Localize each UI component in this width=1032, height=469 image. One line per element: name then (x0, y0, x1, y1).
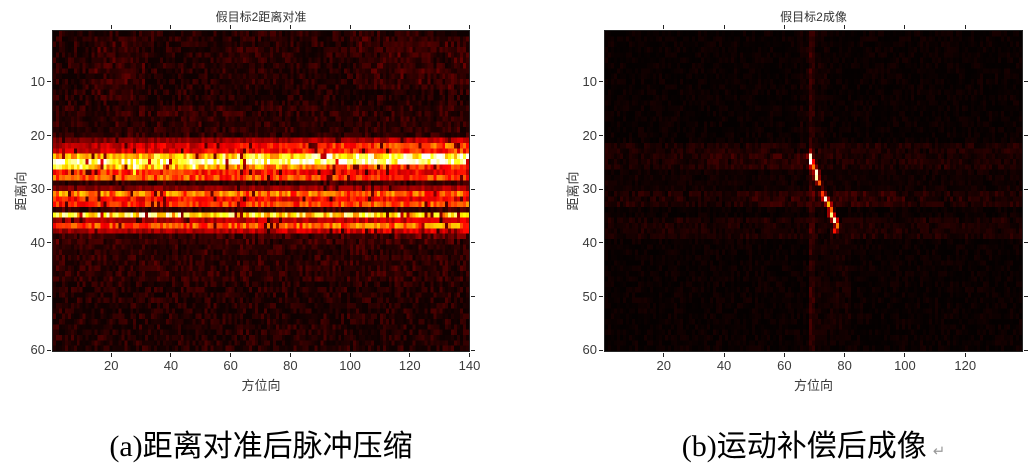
y-tick-mark (47, 242, 51, 244)
x-tick-mark (469, 353, 470, 357)
y-tick-mark (1024, 242, 1028, 244)
y-tick-mark (599, 296, 603, 298)
y-tick-mark (471, 242, 475, 244)
y-tick-mark (599, 349, 603, 351)
x-tick-label: 40 (716, 358, 732, 373)
y-tick-label: 10 (30, 73, 45, 89)
x-tick-mark (723, 25, 725, 29)
x-tick-mark (349, 25, 351, 29)
x-tick-mark (904, 353, 906, 357)
x-tick-label: 20 (656, 358, 671, 373)
x-tick-label: 40 (163, 358, 179, 373)
caption-a: (a)距离对准后脉冲压缩 (109, 430, 413, 463)
plot-b-xlabel: 方位向 (793, 378, 833, 393)
subplot-b: 假目标2成像 距离向 方位向 20 40 60 80 100 120 10 20 30 40 50 6… (566, 10, 1028, 393)
x-tick-mark (110, 353, 112, 357)
y-tick-label: 60 (582, 342, 597, 358)
y-tick-label: 60 (30, 342, 45, 358)
heatmap-b-image (605, 31, 1022, 351)
x-tick-mark (964, 25, 966, 29)
subplot-a: 假目标2距离对准 距离向 方位向 20 40 60 80 100 120 140 10 20 30… (14, 10, 481, 393)
y-tick-mark (47, 188, 51, 190)
y-tick-mark (47, 349, 51, 351)
y-tick-mark (599, 188, 603, 190)
y-tick-mark (599, 135, 603, 137)
x-tick-mark (469, 25, 470, 29)
y-tick-mark (1024, 81, 1028, 83)
x-tick-label: 80 (283, 358, 298, 373)
y-tick-label: 20 (30, 127, 45, 143)
y-tick-mark (1024, 135, 1028, 137)
heatmap-a-image (53, 31, 469, 351)
x-tick-label: 60 (777, 358, 792, 373)
caption-b: (b)运动补偿后成像 ↵ (604, 421, 1023, 465)
plot-b-title: 假目标2成像 (780, 10, 847, 24)
y-tick-label: 30 (30, 181, 45, 197)
y-tick-mark (471, 188, 475, 190)
x-tick-mark (783, 353, 785, 357)
y-tick-label: 20 (582, 127, 597, 143)
y-tick-label: 50 (582, 288, 597, 304)
x-tick-mark (783, 25, 785, 29)
y-tick-label: 10 (582, 73, 597, 89)
x-tick-mark (409, 353, 411, 357)
x-tick-mark (110, 25, 112, 29)
x-tick-mark (289, 353, 291, 357)
caption-b-text: (b)运动补偿后成像 (681, 430, 927, 463)
x-tick-mark (904, 25, 906, 29)
y-tick-mark (471, 135, 475, 137)
x-tick-mark (844, 25, 846, 29)
x-tick-mark (170, 25, 172, 29)
y-tick-label: 50 (30, 288, 45, 304)
x-tick-label: 80 (837, 358, 852, 373)
x-tick-mark (289, 25, 291, 29)
y-tick-mark (47, 135, 51, 137)
x-tick-mark (723, 353, 725, 357)
y-tick-mark (599, 242, 603, 244)
x-tick-label: 100 (339, 358, 361, 373)
y-tick-label: 40 (582, 234, 597, 250)
x-tick-label: 120 (398, 358, 421, 373)
y-tick-label: 40 (30, 234, 45, 250)
y-tick-label: 30 (582, 181, 597, 197)
x-tick-label: 100 (894, 358, 916, 373)
x-tick-mark (663, 25, 665, 29)
y-tick-mark (471, 296, 475, 298)
x-tick-label: 120 (954, 358, 977, 373)
y-tick-mark (599, 81, 603, 83)
x-tick-label: 20 (103, 358, 119, 373)
y-tick-mark (47, 296, 51, 298)
return-mark-icon: ↵ (932, 443, 946, 460)
x-tick-label: 140 (458, 358, 481, 373)
y-tick-mark (471, 81, 475, 83)
y-tick-mark (1024, 349, 1028, 351)
x-tick-mark (409, 25, 411, 29)
x-tick-label: 60 (223, 358, 238, 373)
x-tick-mark (230, 25, 232, 29)
x-tick-mark (349, 353, 351, 357)
y-tick-mark (471, 349, 475, 351)
x-tick-mark (663, 353, 665, 357)
x-tick-mark (844, 353, 846, 357)
y-tick-mark (47, 81, 51, 83)
y-tick-mark (1024, 188, 1028, 190)
x-tick-mark (230, 353, 232, 357)
x-tick-mark (170, 353, 172, 357)
plot-a-xlabel: 方位向 (241, 378, 281, 393)
y-tick-mark (1024, 296, 1028, 298)
x-tick-mark (964, 353, 966, 357)
plot-a-title: 假目标2距离对准 (215, 10, 307, 24)
